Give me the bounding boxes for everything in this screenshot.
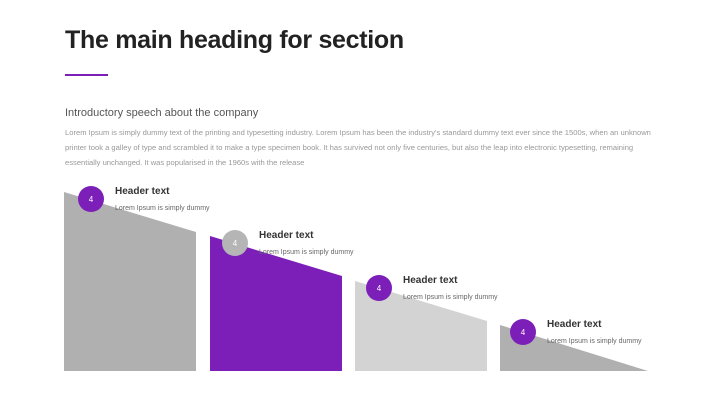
step-1-description: Lorem Ipsum is simply dummy — [115, 205, 210, 212]
title-underline — [65, 74, 108, 76]
step-3-number-badge: 4 — [366, 275, 392, 301]
page-title: The main heading for section — [65, 26, 404, 54]
intro-paragraph: Lorem Ipsum is simply dummy text of the … — [65, 128, 651, 167]
step-segment-2 — [210, 236, 342, 371]
intro-heading: Introductory speech about the company — [65, 107, 259, 119]
step-1-number-badge: 4 — [78, 186, 104, 212]
step-segment-4 — [500, 325, 648, 371]
step-segment-3 — [355, 281, 487, 371]
step-4-title: Header text — [547, 319, 602, 330]
step-1-title: Header text — [115, 186, 170, 197]
step-3-title: Header text — [403, 275, 458, 286]
step-4-description: Lorem Ipsum is simply dummy — [547, 338, 642, 345]
step-segment-1 — [64, 192, 196, 371]
step-3-description: Lorem Ipsum is simply dummy — [403, 294, 498, 301]
step-2-title: Header text — [259, 230, 314, 241]
step-2-number-badge: 4 — [222, 230, 248, 256]
step-2-description: Lorem Ipsum is simply dummy — [259, 249, 354, 256]
step-4-number-badge: 4 — [510, 319, 536, 345]
